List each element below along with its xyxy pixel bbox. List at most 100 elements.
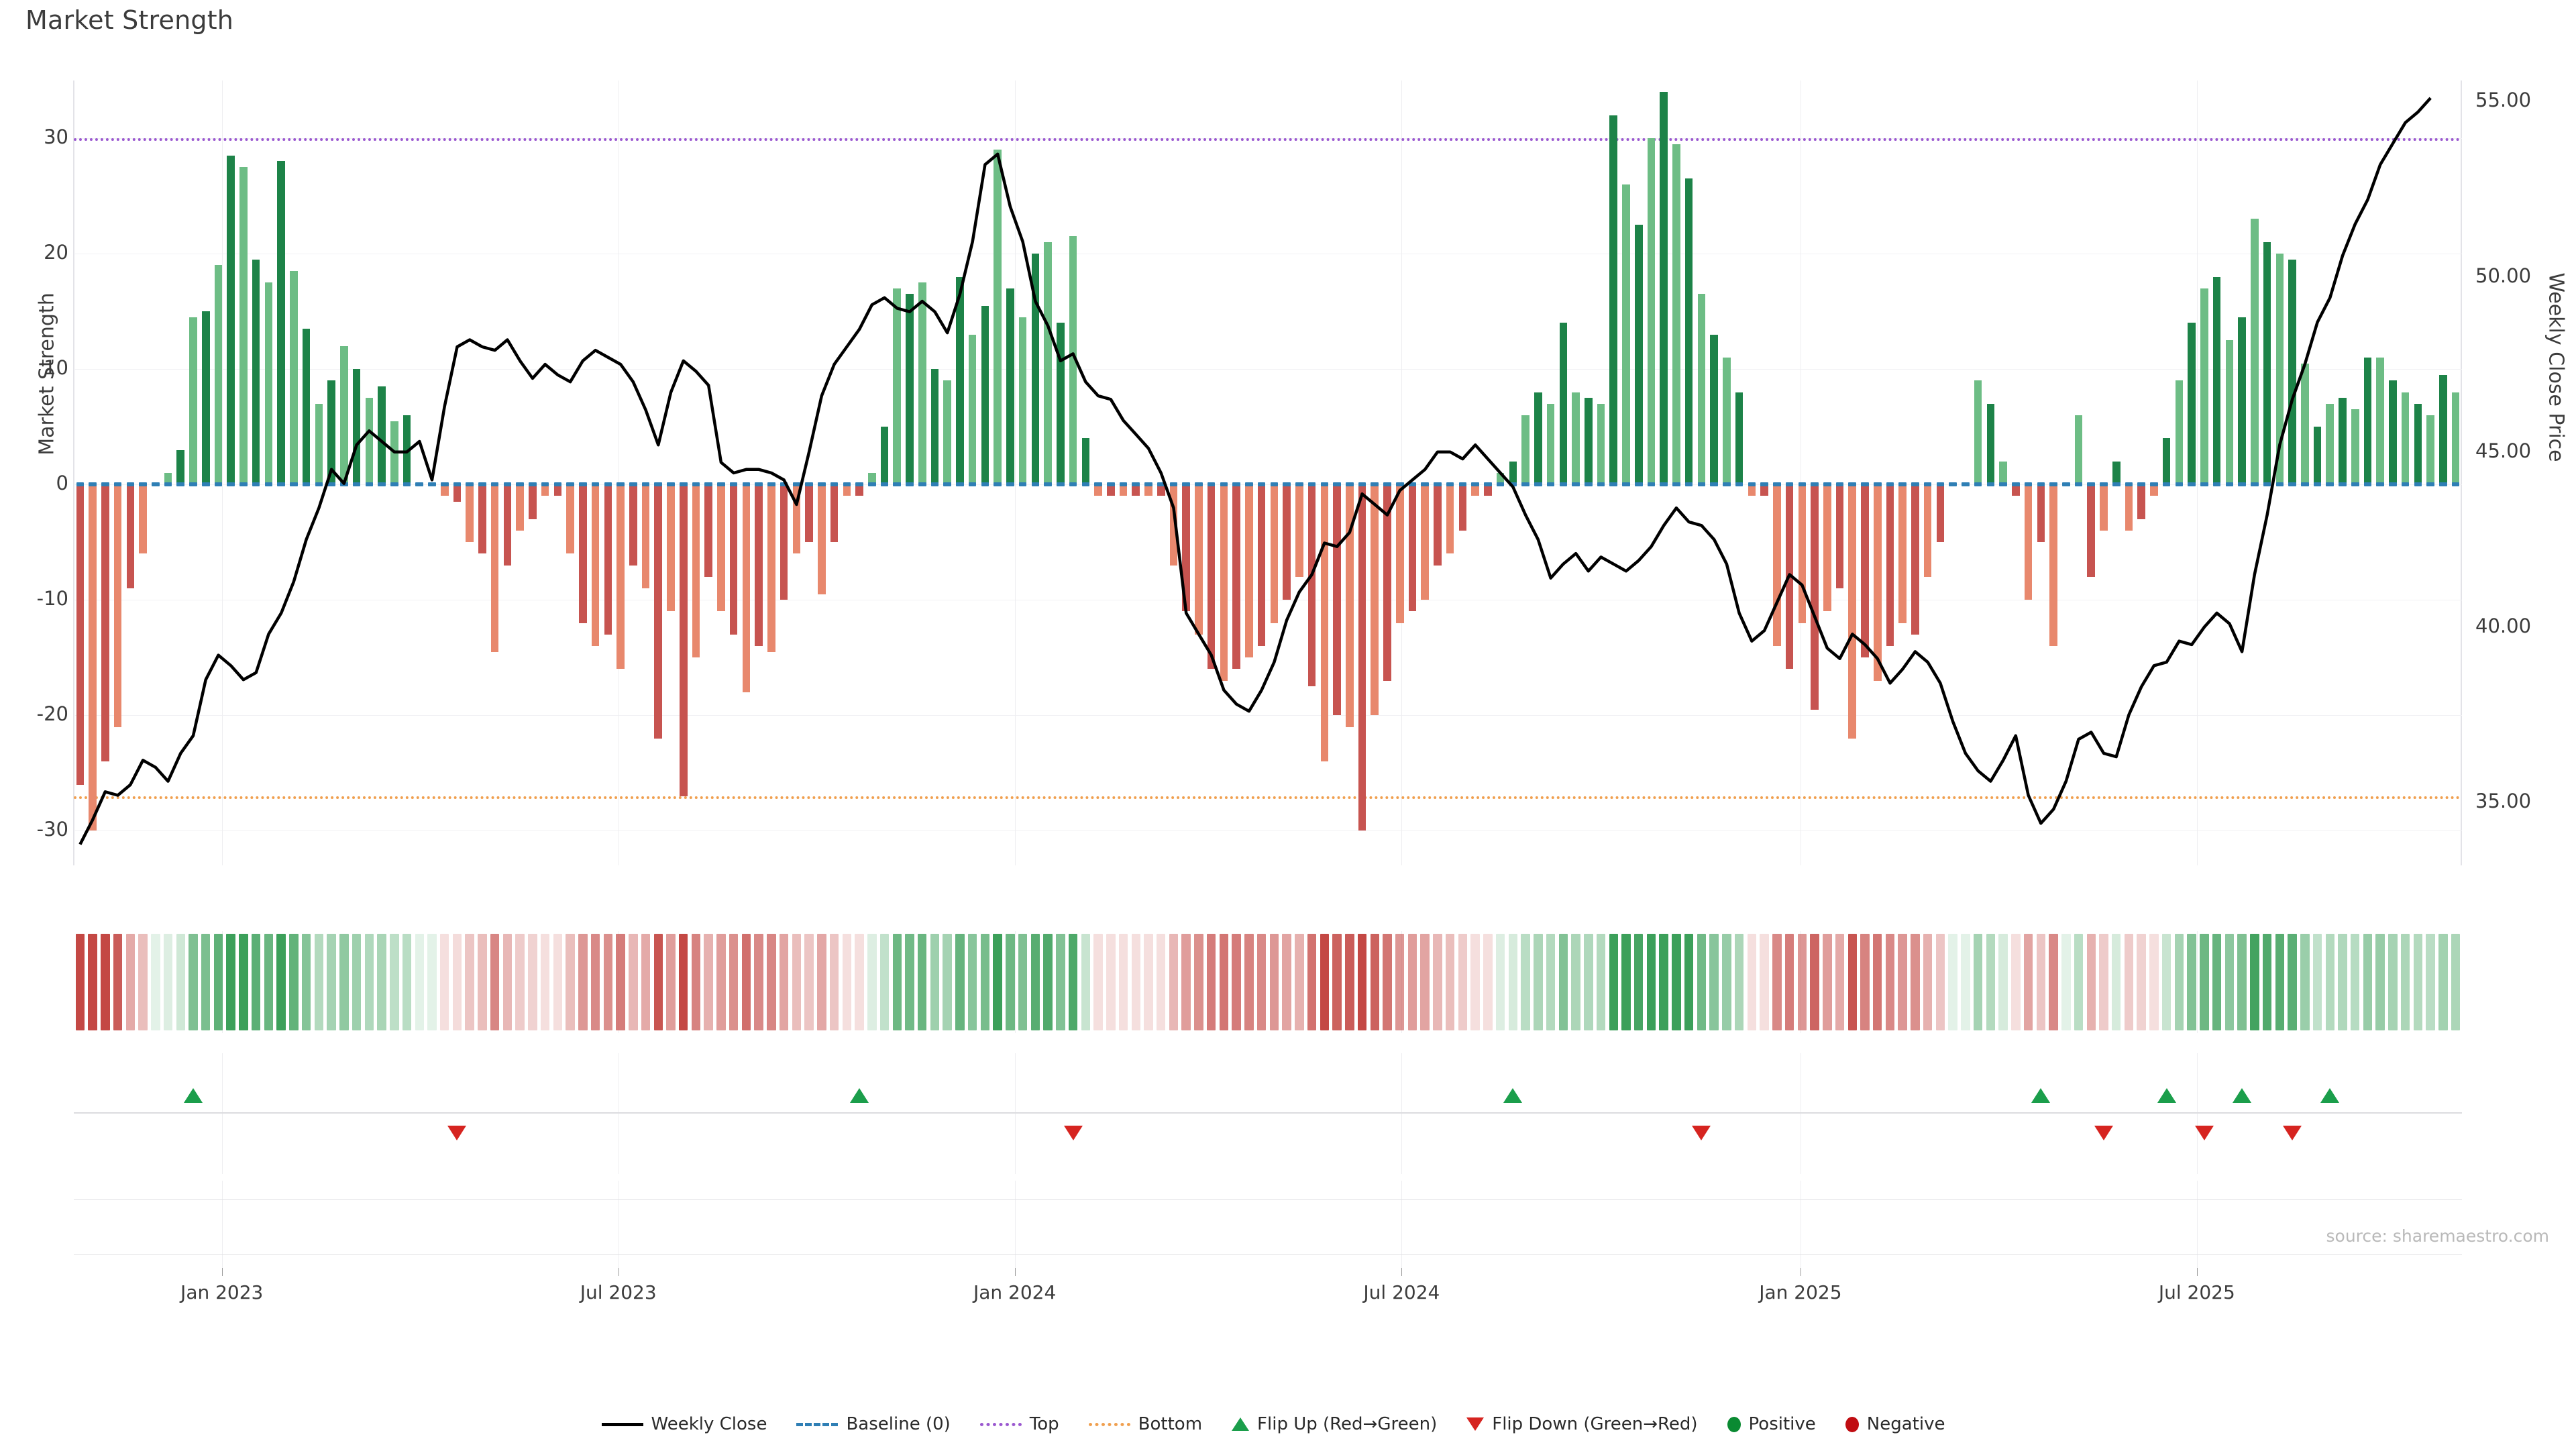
strength-bar[interactable] <box>252 259 260 485</box>
heatmap-cell[interactable] <box>1672 934 1681 1030</box>
strength-bar[interactable] <box>1811 484 1819 710</box>
heatmap-cell[interactable] <box>1458 934 1468 1030</box>
heatmap-cell[interactable] <box>1810 934 1819 1030</box>
strength-bar[interactable] <box>1534 392 1542 485</box>
strength-bar[interactable] <box>1395 484 1404 623</box>
heatmap-cell[interactable] <box>2061 934 2071 1030</box>
heatmap-cell[interactable] <box>842 934 852 1030</box>
strength-bar[interactable] <box>893 288 902 485</box>
strength-bar[interactable] <box>277 161 285 485</box>
heatmap-cell[interactable] <box>1911 934 1920 1030</box>
heatmap-cell[interactable] <box>804 934 814 1030</box>
heatmap-cell[interactable] <box>113 934 123 1030</box>
strength-bar[interactable] <box>2238 317 2246 485</box>
heatmap-cell[interactable] <box>1646 934 1656 1030</box>
strength-bar[interactable] <box>742 484 751 692</box>
heatmap-cell[interactable] <box>943 934 952 1030</box>
strength-bar[interactable] <box>1458 484 1467 531</box>
heatmap-cell[interactable] <box>930 934 940 1030</box>
heatmap-cell[interactable] <box>2161 934 2171 1030</box>
strength-bar[interactable] <box>2251 219 2259 485</box>
strength-bar[interactable] <box>352 369 361 485</box>
strength-bar[interactable] <box>1471 484 1479 496</box>
heatmap-cell[interactable] <box>1860 934 1870 1030</box>
heatmap-cell[interactable] <box>1445 934 1455 1030</box>
heatmap-cell[interactable] <box>239 934 248 1030</box>
heatmap-cell[interactable] <box>1760 934 1769 1030</box>
heatmap-cell[interactable] <box>1395 934 1405 1030</box>
strength-bar[interactable] <box>629 484 637 566</box>
strength-bar[interactable] <box>139 484 147 554</box>
strength-bar[interactable] <box>1220 484 1228 681</box>
heatmap-cell[interactable] <box>1407 934 1417 1030</box>
heatmap-cell[interactable] <box>855 934 864 1030</box>
strength-bar[interactable] <box>2037 484 2045 543</box>
heatmap-cell[interactable] <box>641 934 651 1030</box>
heatmap-cell[interactable] <box>616 934 625 1030</box>
strength-bar[interactable] <box>994 150 1002 485</box>
heatmap-cell[interactable] <box>1495 934 1505 1030</box>
flip-down-marker-icon[interactable] <box>2283 1126 2302 1140</box>
legend-item[interactable]: Baseline (0) <box>796 1414 951 1434</box>
heatmap-cell[interactable] <box>1282 934 1291 1030</box>
heatmap-cell[interactable] <box>1131 934 1140 1030</box>
strength-bar[interactable] <box>2175 380 2184 485</box>
strength-bar[interactable] <box>239 167 248 485</box>
heatmap-cell[interactable] <box>1232 934 1241 1030</box>
strength-bar[interactable] <box>2137 484 2145 519</box>
heatmap-cell[interactable] <box>2237 934 2247 1030</box>
heatmap-cell[interactable] <box>1797 934 1807 1030</box>
heatmap-cell[interactable] <box>201 934 211 1030</box>
heatmap-cell[interactable] <box>1206 934 1216 1030</box>
heatmap-cell[interactable] <box>1256 934 1267 1030</box>
heatmap-cell[interactable] <box>138 934 148 1030</box>
strength-bar[interactable] <box>2339 398 2347 485</box>
strength-bar[interactable] <box>1434 484 1442 566</box>
strength-bar[interactable] <box>315 403 323 485</box>
heatmap-cell[interactable] <box>1043 934 1053 1030</box>
heatmap-cell[interactable] <box>2036 934 2046 1030</box>
strength-bar[interactable] <box>880 427 889 485</box>
strength-bar[interactable] <box>1672 144 1680 485</box>
strength-bar[interactable] <box>1697 294 1706 485</box>
heatmap-cell[interactable] <box>1081 934 1091 1030</box>
heatmap-cell[interactable] <box>1986 934 1996 1030</box>
heatmap-cell[interactable] <box>251 934 261 1030</box>
strength-bar[interactable] <box>1383 484 1391 681</box>
strength-bar[interactable] <box>453 484 462 502</box>
strength-bar[interactable] <box>2150 484 2158 496</box>
strength-bar[interactable] <box>2414 403 2422 485</box>
strength-bar[interactable] <box>126 484 135 589</box>
strength-bar[interactable] <box>101 484 109 762</box>
heatmap-cell[interactable] <box>1521 934 1530 1030</box>
strength-bar[interactable] <box>2212 276 2221 485</box>
heatmap-cell[interactable] <box>2023 934 2033 1030</box>
strength-bar[interactable] <box>981 305 989 485</box>
heatmap-cell[interactable] <box>629 934 638 1030</box>
strength-bar[interactable] <box>2313 427 2322 485</box>
strength-bar[interactable] <box>201 311 210 485</box>
heatmap-cell[interactable] <box>741 934 751 1030</box>
heatmap-cell[interactable] <box>1181 934 1191 1030</box>
strength-bar[interactable] <box>1823 484 1831 612</box>
strength-bar[interactable] <box>1144 484 1152 496</box>
legend-item[interactable]: Weekly Close <box>601 1414 767 1434</box>
heatmap-cell[interactable] <box>1383 934 1392 1030</box>
strength-bar[interactable] <box>2087 484 2096 577</box>
heatmap-cell[interactable] <box>1332 934 1342 1030</box>
strength-bar[interactable] <box>1723 357 1731 485</box>
strength-bar[interactable] <box>1307 484 1316 687</box>
strength-bar[interactable] <box>227 155 235 485</box>
strength-bar[interactable] <box>2326 403 2334 485</box>
strength-bar[interactable] <box>440 484 449 496</box>
strength-bar[interactable] <box>1798 484 1807 623</box>
strength-bar[interactable] <box>1484 484 1492 496</box>
flip-down-marker-icon[interactable] <box>1063 1126 1083 1140</box>
heatmap-cell[interactable] <box>1219 934 1229 1030</box>
heatmap-cell[interactable] <box>792 934 802 1030</box>
heatmap-cell[interactable] <box>125 934 136 1030</box>
flip-up-marker-icon[interactable] <box>2031 1088 2051 1103</box>
heatmap-cell[interactable] <box>1508 934 1518 1030</box>
strength-bar[interactable] <box>1069 236 1077 485</box>
heatmap-cell[interactable] <box>1534 934 1543 1030</box>
